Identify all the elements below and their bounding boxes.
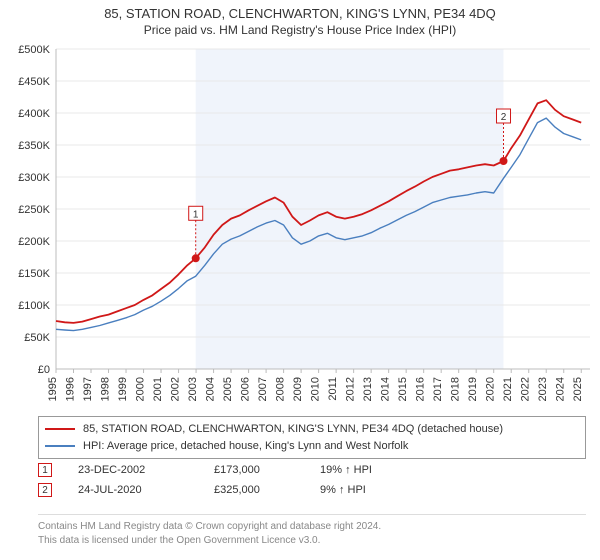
svg-text:£300K: £300K [18, 172, 50, 184]
svg-text:£0: £0 [38, 364, 50, 376]
svg-text:2008: 2008 [275, 377, 287, 401]
transaction-delta: 9% ↑ HPI [320, 484, 366, 496]
svg-text:£50K: £50K [24, 332, 50, 344]
transaction-row: 2 24-JUL-2020 £325,000 9% ↑ HPI [38, 480, 586, 500]
svg-text:£250K: £250K [18, 204, 50, 216]
transaction-date: 23-DEC-2002 [78, 464, 188, 476]
svg-text:2016: 2016 [415, 377, 427, 401]
svg-text:1999: 1999 [117, 377, 129, 401]
chart-title-line2: Price paid vs. HM Land Registry's House … [0, 23, 600, 37]
licence-line1: Contains HM Land Registry data © Crown c… [38, 520, 586, 534]
svg-text:2025: 2025 [572, 377, 584, 401]
svg-text:£400K: £400K [18, 108, 50, 120]
svg-text:2020: 2020 [485, 377, 497, 401]
legend-swatch [45, 445, 75, 447]
svg-text:1998: 1998 [100, 377, 112, 401]
svg-text:2021: 2021 [502, 377, 514, 401]
svg-text:2017: 2017 [432, 377, 444, 401]
legend-label: HPI: Average price, detached house, King… [83, 438, 408, 455]
svg-text:2006: 2006 [240, 377, 252, 401]
transaction-date: 24-JUL-2020 [78, 484, 188, 496]
svg-text:2001: 2001 [152, 377, 164, 401]
chart-svg: £0 £50K £100K £150K £200K £250K £300K £350K £400… [0, 39, 600, 409]
transaction-delta: 19% ↑ HPI [320, 464, 372, 476]
svg-text:2010: 2010 [310, 377, 322, 401]
svg-text:2002: 2002 [170, 377, 182, 401]
transaction-row: 1 23-DEC-2002 £173,000 19% ↑ HPI [38, 460, 586, 480]
svg-text:1995: 1995 [47, 377, 59, 401]
legend-row: 85, STATION ROAD, CLENCHWARTON, KING'S L… [45, 421, 579, 438]
chart-area: £0 £50K £100K £150K £200K £250K £300K £350K £400… [0, 39, 600, 409]
svg-text:2011: 2011 [327, 377, 339, 401]
svg-text:2004: 2004 [205, 377, 217, 401]
svg-text:2015: 2015 [397, 377, 409, 401]
transaction-marker: 1 [38, 463, 52, 477]
svg-text:2: 2 [501, 112, 507, 123]
chart-title-line1: 85, STATION ROAD, CLENCHWARTON, KING'S L… [0, 6, 600, 21]
legend: 85, STATION ROAD, CLENCHWARTON, KING'S L… [38, 416, 586, 459]
svg-text:1996: 1996 [65, 377, 77, 401]
svg-text:2014: 2014 [380, 377, 392, 401]
legend-swatch [45, 428, 75, 430]
legend-row: HPI: Average price, detached house, King… [45, 438, 579, 455]
svg-text:2012: 2012 [345, 377, 357, 401]
licence-line2: This data is licensed under the Open Gov… [38, 534, 586, 548]
svg-text:2023: 2023 [537, 377, 549, 401]
chart-title-block: 85, STATION ROAD, CLENCHWARTON, KING'S L… [0, 0, 600, 39]
svg-text:£100K: £100K [18, 300, 50, 312]
transaction-marker: 2 [38, 483, 52, 497]
svg-text:2024: 2024 [555, 377, 567, 401]
svg-text:2022: 2022 [520, 377, 532, 401]
svg-text:2018: 2018 [450, 377, 462, 401]
transaction-price: £173,000 [214, 464, 294, 476]
svg-text:£200K: £200K [18, 236, 50, 248]
svg-text:£450K: £450K [18, 76, 50, 88]
svg-text:2013: 2013 [362, 377, 374, 401]
svg-text:£350K: £350K [18, 140, 50, 152]
transactions: 1 23-DEC-2002 £173,000 19% ↑ HPI 2 24-JU… [38, 460, 586, 500]
svg-text:£150K: £150K [18, 268, 50, 280]
svg-text:£500K: £500K [18, 44, 50, 56]
svg-text:1: 1 [193, 209, 199, 220]
legend-label: 85, STATION ROAD, CLENCHWARTON, KING'S L… [83, 421, 503, 438]
svg-text:2009: 2009 [292, 377, 304, 401]
licence-text: Contains HM Land Registry data © Crown c… [38, 514, 586, 547]
svg-text:2007: 2007 [257, 377, 269, 401]
svg-text:2005: 2005 [222, 377, 234, 401]
svg-text:2019: 2019 [467, 377, 479, 401]
svg-text:2000: 2000 [135, 377, 147, 401]
svg-text:1997: 1997 [82, 377, 94, 401]
svg-text:2003: 2003 [187, 377, 199, 401]
transaction-price: £325,000 [214, 484, 294, 496]
